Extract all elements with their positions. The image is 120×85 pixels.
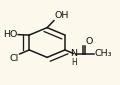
Text: Cl: Cl <box>10 54 19 63</box>
Text: CH₃: CH₃ <box>94 49 112 58</box>
Text: OH: OH <box>54 11 69 20</box>
Text: N: N <box>70 49 77 58</box>
Text: O: O <box>86 37 93 46</box>
Text: H: H <box>71 58 77 67</box>
Text: HO: HO <box>3 30 18 39</box>
